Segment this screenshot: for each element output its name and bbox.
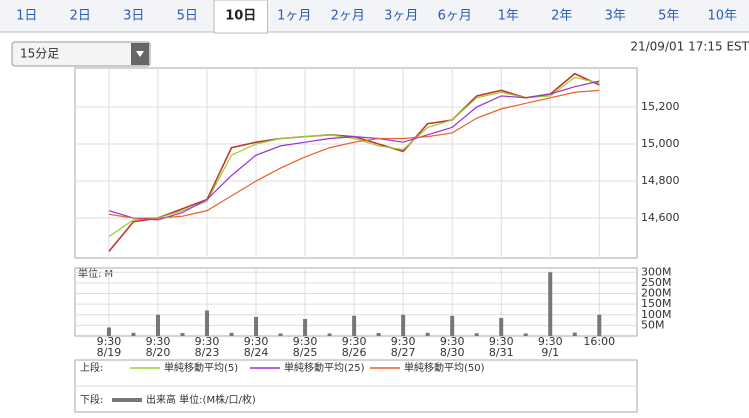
x-tick-label: 9:30	[342, 335, 367, 348]
tab[interactable]: 1日	[16, 9, 37, 24]
x-tick-label: 9:30	[293, 335, 318, 348]
x-tick-label: 9:30	[146, 335, 171, 348]
tab[interactable]: 3日	[123, 9, 144, 24]
x-tick-date: 8/20	[146, 346, 171, 359]
volume-bar	[499, 317, 504, 336]
interval-label: 15分足	[20, 47, 59, 61]
y-tick-label: 250M	[641, 276, 672, 289]
x-tick-label: 9:30	[538, 335, 563, 348]
y-tick-label: 14,800	[641, 174, 680, 187]
y-tick-label: 200M	[641, 287, 672, 300]
x-tick-label: 9:30	[489, 335, 514, 348]
volume-bar	[278, 333, 283, 336]
y-tick-label: 15,200	[641, 100, 680, 113]
tab[interactable]: 3ヶ月	[384, 9, 418, 24]
volume-bar	[597, 314, 602, 336]
volume-bar	[131, 332, 136, 336]
interval-dropdown[interactable]	[11, 41, 151, 67]
x-tick-label: 16:00	[583, 335, 615, 348]
volume-bar	[106, 327, 111, 336]
volume-unit: 単位: M	[78, 267, 113, 280]
legend-label: 出来高 単位:(M株/口/枚)	[146, 393, 256, 406]
volume-bar	[205, 310, 210, 336]
x-tick-label: 9:30	[97, 335, 122, 348]
tab[interactable]: 2年	[551, 9, 572, 24]
ma-line	[108, 80, 600, 221]
x-tick-date: 8/24	[244, 346, 269, 359]
volume-bar	[327, 333, 332, 336]
x-tick-date: 9/1	[541, 346, 559, 359]
y-tick-label: 15,000	[641, 137, 680, 150]
tab-selected	[213, 0, 268, 34]
volume-bar	[352, 315, 357, 336]
x-tick-label: 9:30	[391, 335, 416, 348]
volume-bar	[572, 332, 577, 336]
tab[interactable]: 1ヶ月	[277, 9, 311, 24]
volume-bar	[376, 333, 381, 336]
volume-bar	[523, 333, 528, 336]
tab[interactable]: 10年	[707, 9, 737, 24]
y-tick-label: 150M	[641, 297, 672, 310]
x-tick-date: 8/27	[391, 346, 416, 359]
tab[interactable]: 3年	[605, 9, 626, 24]
x-tick-label: 9:30	[244, 335, 269, 348]
volume-bar	[450, 315, 455, 336]
tab[interactable]: 5年	[658, 9, 679, 24]
x-tick-date: 8/23	[195, 346, 220, 359]
x-tick-date: 8/25	[293, 346, 318, 359]
legend-prefix: 下段:	[80, 393, 103, 406]
tab[interactable]: 1年	[498, 9, 519, 24]
tab[interactable]: 2ヶ月	[331, 9, 365, 24]
y-tick-label: 100M	[641, 308, 672, 321]
tab[interactable]: 2日	[70, 9, 91, 24]
tab[interactable]: 5日	[177, 9, 198, 24]
volume-bar	[548, 272, 553, 336]
legend-label: 単純移動平均(25)	[284, 361, 365, 374]
y-tick-label: 14,600	[641, 211, 680, 224]
legend-label: 単純移動平均(5)	[164, 361, 238, 374]
y-tick-label: 300M	[641, 265, 672, 278]
legend-prefix: 上段:	[80, 361, 103, 374]
x-tick-date: 8/30	[440, 346, 465, 359]
volume-bar	[474, 333, 479, 336]
x-tick-date: 8/19	[97, 346, 122, 359]
tab[interactable]: 10日	[225, 9, 256, 24]
tab-bar	[0, 0, 749, 32]
legend-label: 単純移動平均(50)	[404, 361, 485, 374]
price-panel	[74, 67, 638, 259]
dropdown-arrow	[136, 51, 144, 57]
volume-bar	[303, 319, 308, 336]
volume-bar	[180, 333, 185, 336]
y-tick-label: 50M	[641, 318, 665, 331]
volume-bar	[229, 332, 234, 336]
x-tick-label: 9:30	[195, 335, 220, 348]
x-tick-label: 9:30	[440, 335, 465, 348]
volume-bar	[401, 314, 406, 336]
volume-bar	[425, 332, 430, 336]
x-tick-date: 8/31	[489, 346, 514, 359]
x-tick-date: 8/26	[342, 346, 367, 359]
volume-bar	[155, 314, 160, 336]
ma-line	[108, 89, 600, 219]
tab[interactable]: 6ヶ月	[438, 9, 472, 24]
timestamp: 21/09/01 17:15 EST	[630, 40, 749, 54]
volume-bar	[254, 316, 259, 336]
